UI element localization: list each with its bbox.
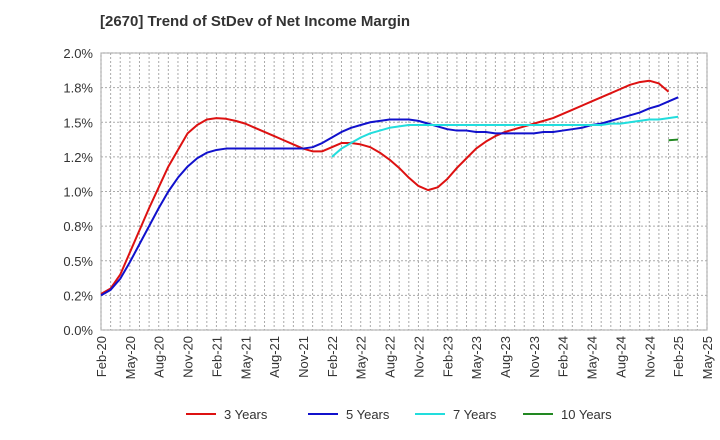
series-line-1 [100, 79, 670, 295]
x-tick-label: Nov-20 [181, 336, 196, 378]
legend-label-3: 7 Years [453, 407, 497, 422]
x-tick-label: Aug-21 [267, 336, 282, 378]
x-tick-label: Nov-22 [411, 336, 426, 378]
y-tick-label: 1.2% [63, 150, 93, 165]
y-axis: 0.0% 0.2% 0.5% 0.8% 1.0% 1.2% 1.5% 1.8% 2.0% [63, 46, 93, 338]
y-tick-label: 0.5% [63, 254, 93, 269]
series-group [100, 79, 679, 297]
plot-frame [100, 52, 708, 331]
series-line-4 [668, 138, 679, 142]
legend-label-2: 5 Years [346, 407, 390, 422]
y-tick-label: 1.5% [63, 115, 93, 130]
series-line-3 [331, 115, 679, 158]
x-tick-label: May-22 [354, 336, 369, 379]
x-tick-label: Aug-24 [613, 336, 628, 378]
x-tick-label: May-24 [585, 336, 600, 379]
x-tick-label: Feb-23 [440, 336, 455, 377]
x-tick-label: Aug-23 [498, 336, 513, 378]
x-tick-label: Feb-22 [325, 336, 340, 377]
x-tick-label: Feb-25 [671, 336, 686, 377]
x-tick-label: Feb-20 [94, 336, 109, 377]
legend-label-4: 10 Years [561, 407, 612, 422]
legend-label-1: 3 Years [224, 407, 268, 422]
legend: 3 Years 5 Years 7 Years 10 Years [186, 407, 612, 422]
x-tick-label: May-21 [238, 336, 253, 379]
y-tick-label: 0.2% [63, 288, 93, 303]
x-tick-label: Aug-20 [152, 336, 167, 378]
x-tick-label: Feb-24 [556, 336, 571, 377]
x-tick-label: May-25 [700, 336, 715, 379]
x-tick-label: Nov-24 [642, 336, 657, 378]
chart-title: [2670] Trend of StDev of Net Income Marg… [100, 13, 410, 30]
x-tick-label: May-20 [123, 336, 138, 379]
series-line-2 [100, 96, 679, 297]
x-tick-label: Nov-21 [296, 336, 311, 378]
y-tick-label: 1.8% [63, 81, 93, 96]
y-tick-label: 0.8% [63, 219, 93, 234]
y-tick-label: 1.0% [63, 185, 93, 200]
x-tick-label: Feb-21 [209, 336, 224, 377]
plot-area: 0.0% 0.2% 0.5% 0.8% 1.0% 1.2% 1.5% 1.8% 2.0% Feb… [63, 46, 715, 379]
y-tick-label: 0.0% [63, 323, 93, 338]
x-tick-label: Aug-22 [383, 336, 398, 378]
y-tick-label: 2.0% [63, 46, 93, 61]
x-axis: Feb-20 May-20 Aug-20 Nov-20 Feb-21 May-21 Aug-… [94, 336, 715, 379]
x-tick-label: Nov-23 [527, 336, 542, 378]
x-tick-label: May-23 [469, 336, 484, 379]
